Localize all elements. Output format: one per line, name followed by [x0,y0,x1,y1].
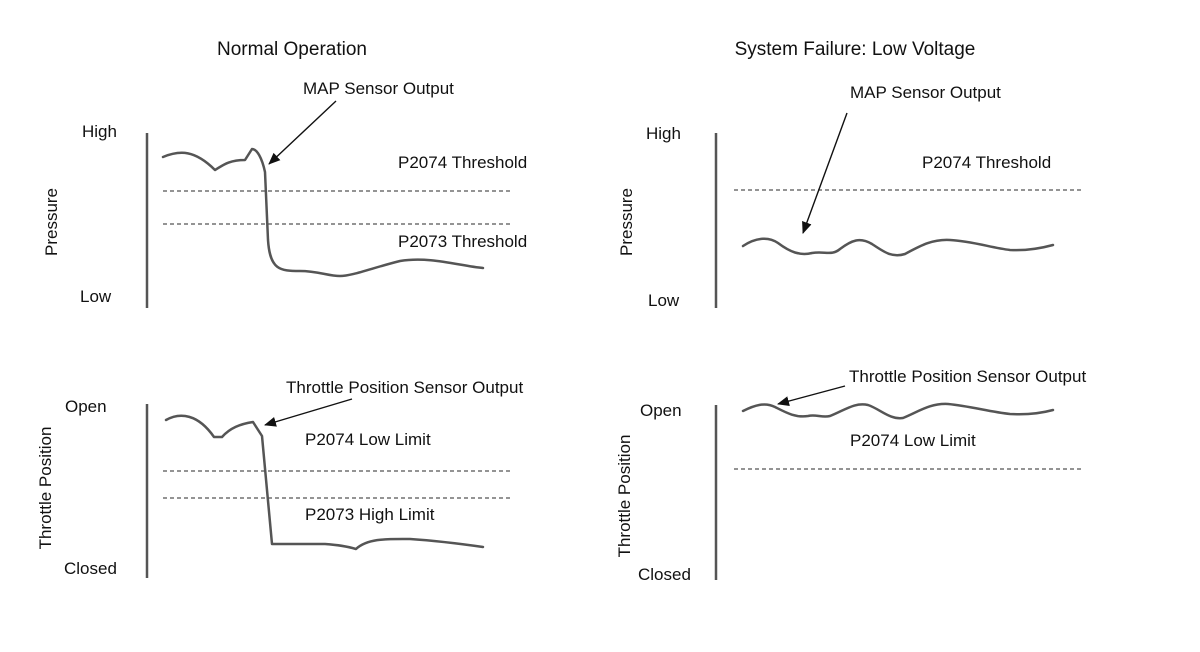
left-throttle-closed-label: Closed [64,559,117,578]
left-throttle-axis-label: Throttle Position [36,427,55,550]
left-pressure-upper-threshold-label: P2074 Threshold [398,153,527,172]
right-throttle-threshold-label: P2074 Low Limit [850,431,976,450]
left-panel-title: Normal Operation [217,39,367,60]
left-map-sensor-label: MAP Sensor Output [303,79,454,98]
right-throttle-sensor-output-trace [741,402,1055,420]
left-pressure-high-label: High [82,122,117,141]
right-pressure-chart: Pressure High Low P2074 Threshold MAP Se… [617,83,1082,310]
right-throttle-sensor-arrow [777,385,846,406]
right-map-sensor-arrow [802,112,848,234]
left-throttle-upper-threshold-label: P2074 Low Limit [305,430,431,449]
left-panel: Normal Operation Pressure High Low P2074… [36,39,527,578]
right-pressure-threshold-label: P2074 Threshold [922,153,1051,172]
left-map-sensor-output-trace [161,147,485,278]
left-throttle-sensor-label: Throttle Position Sensor Output [286,378,523,397]
right-map-sensor-output-trace [741,237,1055,257]
right-pressure-high-label: High [646,124,681,143]
right-pressure-low-label: Low [648,291,680,310]
left-pressure-low-label: Low [80,287,112,306]
right-throttle-chart: Throttle Position Open Closed P2074 Low … [615,367,1086,584]
left-pressure-lower-threshold-label: P2073 Threshold [398,232,527,251]
right-map-sensor-label: MAP Sensor Output [850,83,1001,102]
left-map-sensor-arrow [268,100,337,165]
right-panel-title: System Failure: Low Voltage [735,39,976,60]
left-throttle-sensor-arrow [264,398,353,427]
left-throttle-sensor-output-trace [164,414,485,551]
right-pressure-axis-label: Pressure [617,188,636,256]
left-throttle-open-label: Open [65,397,107,416]
left-throttle-lower-threshold-label: P2073 High Limit [305,505,435,524]
right-throttle-axis-label: Throttle Position [615,435,634,558]
right-throttle-sensor-label: Throttle Position Sensor Output [849,367,1086,386]
right-throttle-open-label: Open [640,401,682,420]
left-pressure-axis-label: Pressure [42,188,61,256]
left-throttle-chart: Throttle Position Open Closed P2074 Low … [36,378,523,578]
left-pressure-chart: Pressure High Low P2074 Threshold P2073 … [42,79,527,308]
right-throttle-closed-label: Closed [638,565,691,584]
right-panel: System Failure: Low Voltage Pressure Hig… [615,39,1086,584]
